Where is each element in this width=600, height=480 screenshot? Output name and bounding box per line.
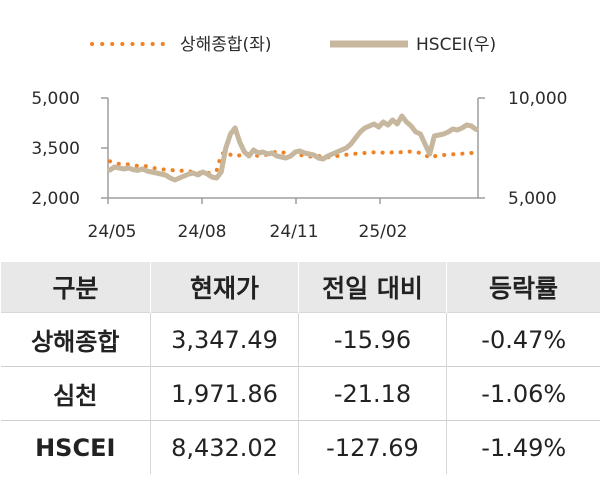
- legend-label-hscei: HSCEI(우): [416, 35, 496, 55]
- table-row: HSCEI 8,432.02 -127.69 -1.49%: [0, 420, 600, 474]
- legend-label-shanghai: 상해종합(좌): [180, 35, 271, 55]
- row-change: -127.69: [298, 420, 447, 474]
- x-tick-label: 24/05: [88, 222, 137, 242]
- table-header-row: 구분 현재가 전일 대비 등락률: [0, 262, 600, 313]
- left-axis-ticks: 5,000 3,500 2,000: [31, 89, 108, 209]
- line-chart: 상해종합(좌) HSCEI(우) 5,000 3,500 2,000 10,000 5…: [31, 35, 567, 242]
- table-row: 심천 1,971.86 -21.18 -1.06%: [0, 366, 600, 421]
- header-category: 구분: [0, 262, 151, 313]
- header-daily-change: 전일 대비: [298, 262, 447, 313]
- row-change: -21.18: [298, 366, 447, 421]
- row-name: 심천: [0, 366, 151, 421]
- left-tick-label: 2,000: [31, 189, 80, 209]
- row-price: 3,347.49: [150, 312, 299, 367]
- legend: 상해종합(좌) HSCEI(우): [90, 35, 496, 55]
- chart-area: 상해종합(좌) HSCEI(우) 5,000 3,500 2,000 10,000 5…: [31, 35, 567, 242]
- header-change-rate: 등락률: [446, 262, 600, 313]
- row-change: -15.96: [298, 312, 447, 367]
- x-tick-label: 24/11: [270, 222, 319, 242]
- series-layer: [107, 113, 479, 183]
- left-tick-label: 3,500: [31, 139, 80, 159]
- x-axis-ticks: 24/05 24/08 24/11 25/02: [88, 198, 408, 242]
- row-price: 1,971.86: [150, 366, 299, 421]
- x-tick-label: 24/08: [178, 222, 227, 242]
- right-tick-label: 10,000: [508, 89, 567, 109]
- series-line-hscei: [107, 113, 479, 183]
- right-axis-ticks: 10,000 5,000: [478, 89, 567, 209]
- row-name: HSCEI: [0, 420, 151, 474]
- x-tick-label: 25/02: [359, 222, 408, 242]
- right-tick-label: 5,000: [508, 189, 557, 209]
- table-row: 상해종합 3,347.49 -15.96 -0.47%: [0, 312, 600, 367]
- left-tick-label: 5,000: [31, 89, 80, 109]
- row-name: 상해종합: [0, 312, 151, 367]
- row-rate: -1.49%: [446, 420, 600, 474]
- index-table: 구분 현재가 전일 대비 등락률 상해종합 3,347.49 -15.96 -0…: [0, 262, 600, 474]
- row-price: 8,432.02: [150, 420, 299, 474]
- row-rate: -0.47%: [446, 312, 600, 367]
- header-current-price: 현재가: [150, 262, 299, 313]
- row-rate: -1.06%: [446, 366, 600, 421]
- index-table-container: 구분 현재가 전일 대비 등락률 상해종합 3,347.49 -15.96 -0…: [0, 262, 600, 480]
